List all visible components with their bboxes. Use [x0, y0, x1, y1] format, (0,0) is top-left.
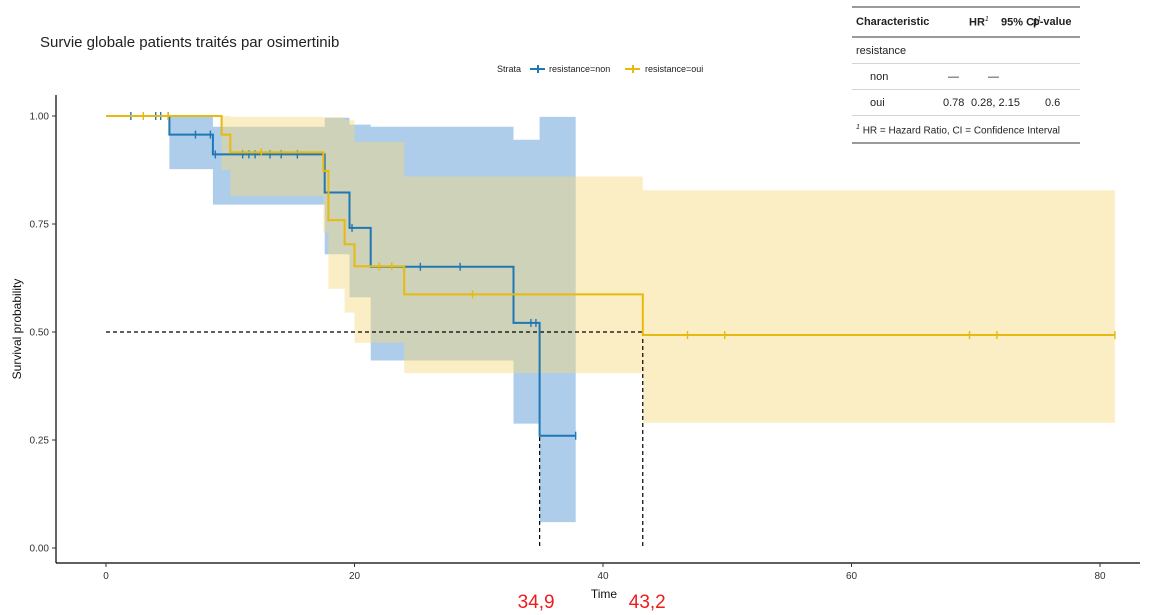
hazard-ratio-table: Characteristic HR1 95% CI1 p-value resis…: [852, 6, 1080, 144]
row-label: oui: [870, 97, 885, 109]
x-axis-title: Time: [591, 587, 618, 601]
table-footnote: 1 HR = Hazard Ratio, CI = Confidence Int…: [852, 115, 1080, 144]
table-row: resistance: [852, 38, 1080, 64]
header-p-value: p-value: [1033, 16, 1072, 28]
x-tick-label-3: 60: [846, 571, 858, 582]
y-tick-label-1: 0.25: [30, 436, 50, 447]
row-ci: —: [988, 71, 999, 83]
annotation-median-0: 34,9: [518, 592, 555, 613]
row-hr: —: [948, 71, 959, 83]
x-tick-label-4: 80: [1094, 571, 1106, 582]
header-characteristic: Characteristic: [856, 16, 929, 28]
table-row: oui 0.78 0.28, 2.15 0.6: [852, 90, 1080, 115]
y-tick-label-3: 0.75: [30, 220, 50, 231]
y-tick-label-4: 1.00: [30, 112, 50, 123]
ci-band-oui: [106, 116, 1115, 423]
row-p: 0.6: [1045, 97, 1060, 109]
row-label: non: [870, 71, 888, 83]
annotation-median-1: 43,2: [629, 592, 666, 613]
table-header: Characteristic HR1 95% CI1 p-value: [852, 6, 1080, 38]
y-tick-label-2: 0.50: [30, 328, 50, 339]
table-row: non — —: [852, 64, 1080, 90]
x-tick-label-1: 20: [349, 571, 361, 582]
x-tick-label-0: 0: [103, 571, 109, 582]
row-ci: 0.28, 2.15: [971, 97, 1020, 109]
row-hr: 0.78: [943, 97, 964, 109]
y-tick-label-0: 0.00: [30, 544, 50, 555]
x-tick-label-2: 40: [597, 571, 609, 582]
y-axis-title: Survival probability: [10, 279, 24, 380]
row-label: resistance: [856, 45, 906, 57]
header-hr: HR1: [969, 16, 989, 29]
